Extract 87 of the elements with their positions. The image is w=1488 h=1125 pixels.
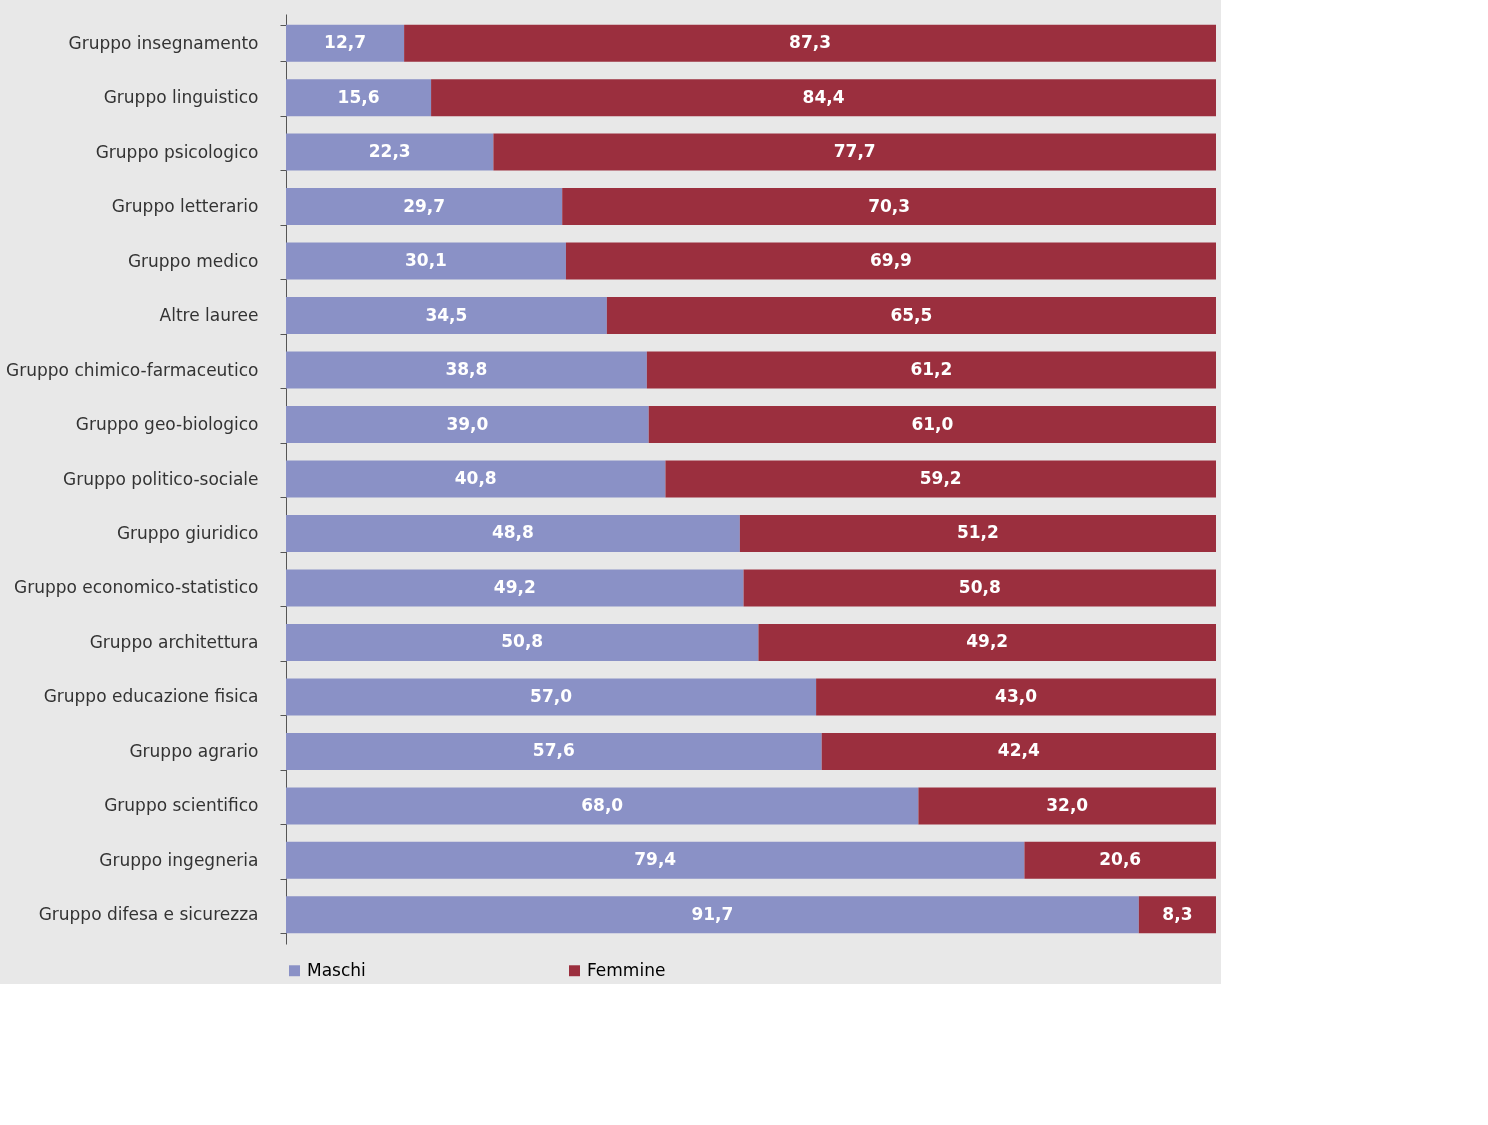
data-label: 69,9 (869, 250, 912, 271)
bar (665, 460, 1216, 498)
bar (565, 242, 1216, 280)
data-label: 12,7 (324, 32, 367, 53)
bar (1138, 896, 1216, 934)
y-tick-label: Gruppo psicologico (95, 141, 259, 162)
y-tick-label: Gruppo scientifico (104, 795, 259, 816)
data-label: 39,0 (446, 413, 489, 434)
y-tick-label: Gruppo medico (127, 250, 259, 271)
bar (286, 896, 1139, 934)
y-tick-label: Gruppo linguistico (103, 87, 259, 108)
data-label: 43,0 (995, 685, 1038, 706)
data-label: 61,2 (910, 359, 953, 380)
data-label: 84,4 (802, 86, 845, 107)
y-tick-label: Gruppo economico-statistico (13, 577, 259, 598)
bar (816, 678, 1216, 716)
bar (648, 406, 1216, 444)
bar (743, 569, 1216, 607)
bar (739, 514, 1216, 552)
data-label: 20,6 (1099, 849, 1142, 870)
bar (918, 787, 1216, 825)
bar (286, 351, 647, 389)
bar (286, 732, 822, 770)
data-label: 8,3 (1162, 903, 1193, 924)
bar (286, 623, 759, 661)
bar (286, 514, 740, 552)
bar (821, 732, 1216, 770)
legend-label: Femmine (587, 959, 666, 980)
y-tick-label: Altre lauree (159, 305, 259, 326)
data-label: 51,2 (956, 522, 999, 543)
bar (758, 623, 1216, 661)
y-tick-label: Gruppo insegnamento (68, 32, 259, 53)
bar (286, 460, 666, 498)
bar (286, 569, 744, 607)
bar (286, 133, 494, 171)
data-label: 91,7 (691, 903, 734, 924)
y-tick-label: Gruppo architettura (89, 631, 259, 652)
data-label: 87,3 (789, 32, 832, 53)
data-label: 50,8 (958, 576, 1001, 597)
bar (286, 406, 649, 444)
legend-label: Maschi (307, 959, 366, 980)
data-label: 61,0 (911, 413, 954, 434)
y-tick-label: Gruppo letterario (111, 196, 259, 217)
bar (286, 242, 566, 280)
data-label: 49,2 (966, 631, 1009, 652)
y-tick-label: Gruppo giuridico (116, 522, 259, 543)
bar (431, 79, 1216, 117)
data-label: 22,3 (368, 141, 411, 162)
y-tick-label: Gruppo ingegneria (99, 849, 259, 870)
bar (646, 351, 1216, 389)
y-tick-label: Gruppo educazione fisica (43, 686, 259, 707)
y-tick-label: Gruppo difesa e sicurezza (38, 904, 259, 925)
bar (286, 297, 607, 335)
data-label: 42,4 (997, 740, 1040, 761)
data-label: 57,0 (530, 685, 573, 706)
bar (562, 188, 1216, 226)
data-label: 40,8 (454, 468, 497, 488)
data-label: 15,6 (337, 86, 380, 107)
data-label: 77,7 (833, 141, 876, 162)
bar (286, 787, 919, 825)
data-label: 49,2 (493, 576, 536, 597)
data-label: 34,5 (425, 304, 468, 325)
bar (286, 24, 405, 62)
y-tick-label: Gruppo politico-sociale (63, 468, 259, 489)
bar (286, 188, 563, 226)
data-label: 30,1 (404, 250, 447, 271)
data-label: 70,3 (868, 195, 911, 216)
bar (286, 79, 432, 117)
bar (1024, 841, 1216, 879)
data-label: 79,4 (634, 849, 677, 870)
y-tick-label: Gruppo agrario (129, 740, 259, 761)
bar (286, 841, 1025, 879)
data-label: 59,2 (919, 468, 962, 488)
data-label: 57,6 (532, 740, 575, 761)
data-label: 48,8 (491, 522, 534, 543)
data-label: 65,5 (890, 304, 933, 325)
bar (606, 297, 1216, 335)
data-label: 68,0 (581, 794, 624, 815)
data-label: 38,8 (445, 359, 488, 380)
bar (493, 133, 1216, 171)
data-label: 29,7 (403, 195, 446, 216)
bar (286, 678, 817, 716)
y-tick-label: Gruppo chimico-farmaceutico (6, 359, 259, 380)
data-label: 50,8 (501, 631, 544, 652)
data-label: 32,0 (1046, 794, 1089, 815)
bar (404, 24, 1216, 62)
y-tick-label: Gruppo geo-biologico (75, 414, 259, 435)
